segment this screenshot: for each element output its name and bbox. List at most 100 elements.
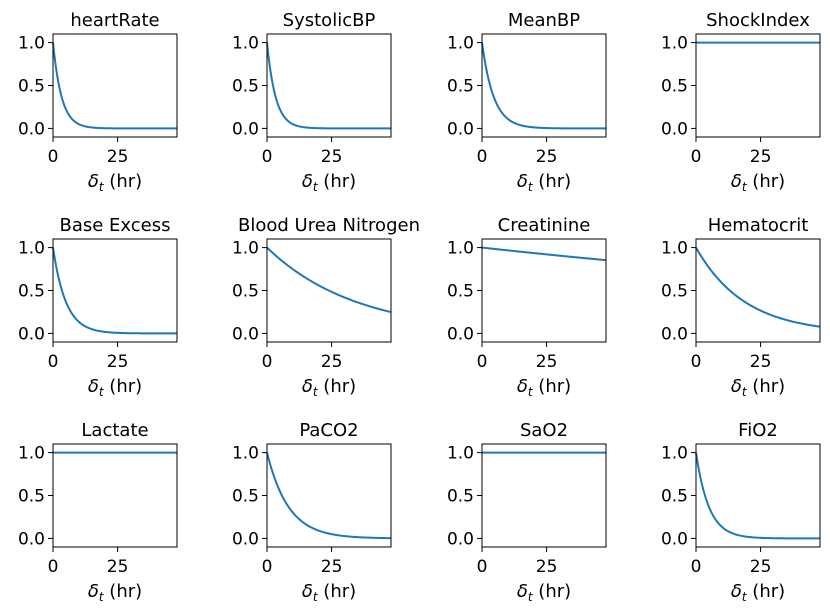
y-tick-label: 0.0 (661, 119, 688, 139)
plot-title: FiO2 (738, 420, 778, 441)
y-tick-label: 1.0 (232, 34, 259, 54)
x-axis-label: δt (hr) (302, 171, 356, 194)
x-axis-label: δt (hr) (88, 171, 142, 194)
y-tick-label: 1.0 (232, 239, 259, 259)
x-tick-label: 0 (691, 557, 702, 577)
y-tick-label: 0.0 (661, 529, 688, 549)
y-tick-label: 1.0 (661, 239, 688, 259)
x-tick-label: 0 (262, 557, 273, 577)
y-tick-label: 0.5 (18, 77, 45, 97)
y-tick-label: 0.5 (232, 282, 259, 302)
series-line (266, 246, 392, 314)
x-tick-label: 25 (107, 147, 129, 167)
y-tick-label: 0.5 (447, 487, 474, 507)
x-tick-label: 25 (107, 352, 129, 372)
y-tick-label: 0.0 (447, 529, 474, 549)
y-tick-label: 0.0 (232, 324, 259, 344)
x-tick-label: 25 (750, 147, 772, 167)
x-axis-label: δt (hr) (302, 581, 356, 604)
x-tick-label: 0 (48, 352, 59, 372)
series-line (481, 42, 606, 130)
y-tick-label: 0.5 (661, 282, 688, 302)
subplot-base-excess: Base Excess 0.0 0.5 1.0 0 25 δt (hr) (18, 215, 178, 399)
y-tick-label: 1.0 (18, 239, 45, 259)
x-tick-label: 25 (107, 557, 129, 577)
y-tick-label: 0.0 (661, 324, 688, 344)
y-tick-label: 0.5 (18, 282, 45, 302)
subplot-creatinine: Creatinine 0.0 0.5 1.0 0 25 δt (hr) (447, 215, 607, 399)
y-tick-label: 0.5 (447, 282, 474, 302)
y-tick-label: 1.0 (18, 34, 45, 54)
y-tick-label: 1.0 (232, 444, 259, 464)
series-line (266, 42, 391, 130)
x-axis-label: δt (hr) (731, 171, 785, 194)
subplot-shockindex: ShockIndex 0.0 0.5 1.0 0 25 δt (hr) (661, 10, 821, 194)
y-tick-label: 0.0 (447, 324, 474, 344)
x-tick-label: 0 (691, 147, 702, 167)
y-tick-label: 1.0 (18, 444, 45, 464)
y-tick-label: 0.5 (661, 487, 688, 507)
subplot-hematocrit: Hematocrit 0.0 0.5 1.0 0 25 δt (hr) (661, 215, 821, 399)
plot-title: Creatinine (498, 215, 591, 236)
axes-frame (266, 238, 392, 343)
x-axis-label: δt (hr) (517, 376, 571, 399)
y-tick-label: 0.5 (18, 487, 45, 507)
x-axis-label: δt (hr) (88, 376, 142, 399)
x-tick-label: 25 (321, 147, 343, 167)
x-axis-label: δt (hr) (517, 171, 571, 194)
y-tick-label: 1.0 (661, 444, 688, 464)
subplot-sao2: SaO2 0.0 0.5 1.0 0 25 δt (hr) (447, 420, 607, 604)
x-axis-label: δt (hr) (517, 581, 571, 604)
x-tick-label: 25 (536, 352, 558, 372)
plot-title: Hematocrit (708, 215, 809, 236)
axes-frame (481, 238, 607, 343)
plot-title: MeanBP (508, 10, 580, 31)
axes-frame (266, 33, 392, 138)
series-line (52, 247, 177, 335)
x-tick-label: 0 (691, 352, 702, 372)
axes-frame (695, 443, 821, 548)
x-axis-label: δt (hr) (88, 581, 142, 604)
y-tick-label: 1.0 (447, 34, 474, 54)
subplot-lactate: Lactate 0.0 0.5 1.0 0 25 δt (hr) (18, 420, 178, 604)
subplot-blood-urea-nitrogen: Blood Urea Nitrogen 0.0 0.5 1.0 0 25 δt (hr) (232, 215, 420, 399)
y-tick-label: 0.0 (18, 119, 45, 139)
y-tick-label: 0.5 (661, 77, 688, 97)
subplot-fio2: FiO2 0.0 0.5 1.0 0 25 δt (hr) (661, 420, 821, 604)
y-tick-label: 1.0 (447, 239, 474, 259)
x-axis-label: δt (hr) (302, 376, 356, 399)
x-tick-label: 0 (262, 147, 273, 167)
plot-title: Lactate (81, 420, 148, 441)
x-tick-label: 25 (536, 557, 558, 577)
x-tick-label: 25 (750, 352, 772, 372)
y-tick-label: 0.5 (232, 487, 259, 507)
axes-frame (481, 443, 607, 548)
axes-frame (52, 238, 178, 343)
series-line (695, 247, 821, 328)
series-line (695, 452, 820, 540)
x-tick-label: 25 (750, 557, 772, 577)
y-tick-label: 0.0 (232, 529, 259, 549)
plot-title: Base Excess (60, 215, 171, 236)
plot-title: SystolicBP (283, 10, 376, 31)
series-line (52, 42, 177, 130)
axes-frame (52, 33, 178, 138)
plot-title: ShockIndex (706, 10, 810, 31)
subplot-systolicbp: SystolicBP 0.0 0.5 1.0 0 25 δt (hr) (232, 10, 392, 194)
subplot-meanbp: MeanBP 0.0 0.5 1.0 0 25 δt (hr) (447, 10, 607, 194)
y-tick-label: 0.5 (232, 77, 259, 97)
x-tick-label: 0 (262, 352, 273, 372)
x-axis-label: δt (hr) (731, 581, 785, 604)
plot-title: PaCO2 (299, 420, 358, 441)
x-tick-label: 25 (536, 147, 558, 167)
plot-title: SaO2 (520, 420, 568, 441)
y-tick-label: 0.0 (18, 324, 45, 344)
y-tick-label: 1.0 (661, 34, 688, 54)
subplot-heartrate: heartRate 0.0 0.5 1.0 0 25 δt (hr) (18, 10, 178, 194)
y-tick-label: 0.0 (18, 529, 45, 549)
axes-frame (695, 33, 821, 138)
x-tick-label: 0 (477, 352, 488, 372)
axes-frame (266, 443, 392, 548)
series-line (481, 246, 607, 262)
